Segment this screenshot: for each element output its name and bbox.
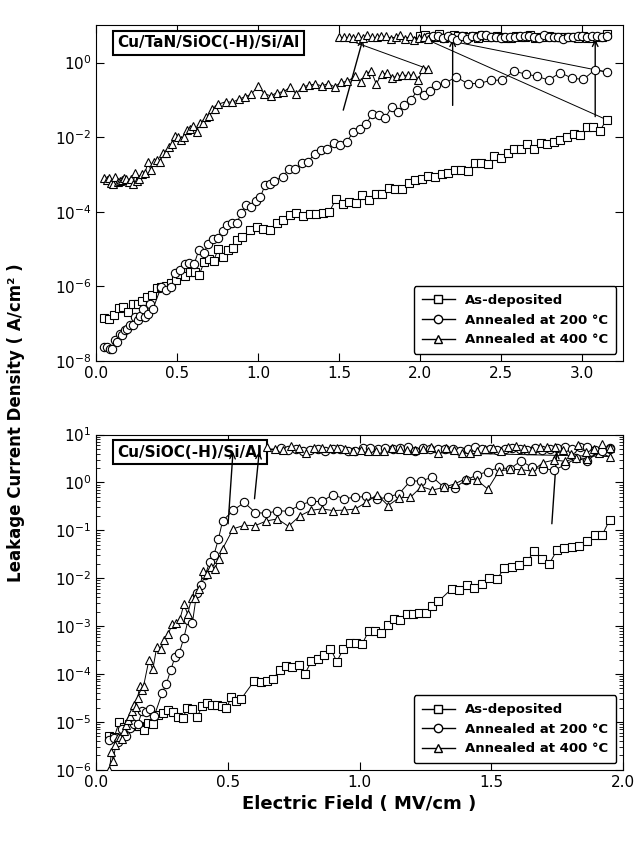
Text: Cu/TaN/SiOC(-H)/Si/Al: Cu/TaN/SiOC(-H)/Si/Al [117, 36, 300, 51]
Legend: As-deposited, Annealed at 200 °C, Annealed at 400 °C: As-deposited, Annealed at 200 °C, Anneal… [413, 286, 616, 354]
Text: Leakage Current Density ( A/cm² ): Leakage Current Density ( A/cm² ) [7, 264, 25, 582]
Legend: As-deposited, Annealed at 200 °C, Annealed at 400 °C: As-deposited, Annealed at 200 °C, Anneal… [413, 695, 616, 763]
X-axis label: Electric Field ( MV/cm ): Electric Field ( MV/cm ) [243, 795, 476, 813]
Text: Cu/SiOC(-H)/Si/Al: Cu/SiOC(-H)/Si/Al [117, 444, 263, 459]
